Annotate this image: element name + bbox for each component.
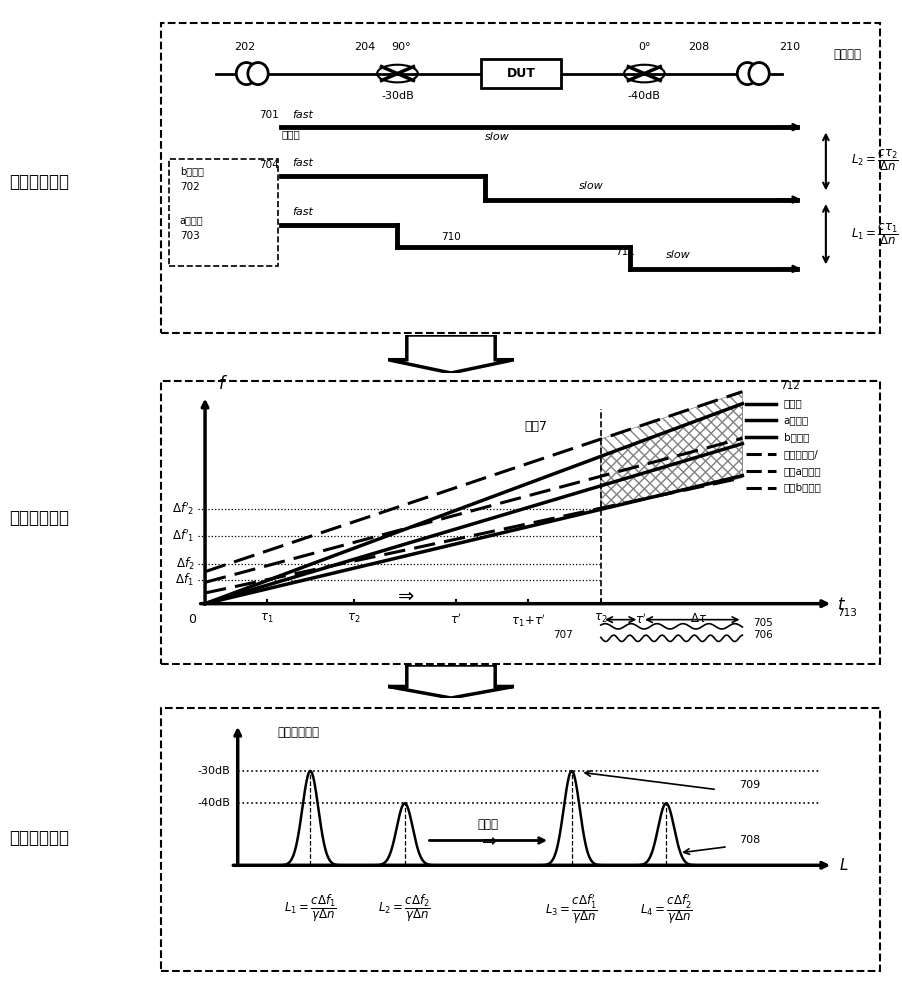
Text: 传输光: 传输光 [784, 399, 803, 409]
Text: fast: fast [292, 158, 313, 168]
Text: 扫描测试过程: 扫描测试过程 [9, 509, 69, 527]
Text: $L_2=\dfrac{c\tau_2}{\Delta n}$: $L_2=\dfrac{c\tau_2}{\Delta n}$ [851, 147, 899, 173]
Text: $\tau_1\!+\!\tau'$: $\tau_1\!+\!\tau'$ [511, 612, 546, 629]
Text: -40dB: -40dB [198, 798, 231, 808]
Text: 频移b耦合光: 频移b耦合光 [784, 483, 822, 493]
Text: 0°: 0° [638, 42, 650, 52]
Text: 频移a耦合光: 频移a耦合光 [784, 466, 822, 476]
Text: fast: fast [292, 207, 313, 217]
Text: $\tau_2$: $\tau_2$ [594, 612, 608, 625]
Text: $t$: $t$ [837, 596, 846, 614]
Text: -30dB: -30dB [198, 766, 231, 776]
Text: $\Delta\tau$: $\Delta\tau$ [690, 612, 707, 625]
Text: $\Delta f'_2$: $\Delta f'_2$ [171, 501, 194, 517]
Text: $\tau_1$: $\tau_1$ [260, 612, 273, 625]
Text: 710: 710 [441, 232, 461, 242]
Text: fast: fast [292, 110, 313, 120]
Bar [481, 59, 561, 88]
Ellipse shape [236, 63, 256, 85]
Text: $\Delta f_2$: $\Delta f_2$ [176, 556, 194, 572]
Text: $L_4=\dfrac{c\Delta f_2'}{\gamma\Delta n}$: $L_4=\dfrac{c\Delta f_2'}{\gamma\Delta n… [640, 893, 693, 926]
Text: slow: slow [666, 250, 691, 260]
Text: a耦合光: a耦合光 [179, 215, 203, 225]
Ellipse shape [737, 63, 758, 85]
Text: b耦合光: b耦合光 [179, 166, 204, 176]
Text: $L_1=\dfrac{c\tau_1}{\Delta n}$: $L_1=\dfrac{c\tau_1}{\Delta n}$ [851, 221, 899, 247]
Text: $f$: $f$ [218, 375, 228, 393]
Text: -40dB: -40dB [628, 91, 661, 101]
Text: 706: 706 [753, 630, 773, 640]
Text: $\Delta f_1$: $\Delta f_1$ [176, 572, 194, 588]
Text: 204: 204 [354, 42, 375, 52]
Text: 711: 711 [615, 247, 635, 257]
Text: 偏振串音强度: 偏振串音强度 [278, 726, 319, 739]
Text: $\tau'$: $\tau'$ [450, 612, 462, 627]
Text: 0: 0 [188, 613, 196, 626]
Text: -30dB: -30dB [381, 91, 414, 101]
Text: $\Rightarrow$: $\Rightarrow$ [478, 831, 498, 849]
Text: a耦合光: a耦合光 [784, 415, 809, 425]
Text: DUT: DUT [506, 67, 536, 80]
Text: $L_2=\dfrac{c\Delta f_2}{\gamma\Delta n}$: $L_2=\dfrac{c\Delta f_2}{\gamma\Delta n}… [378, 893, 431, 924]
Text: 90°: 90° [391, 42, 411, 52]
Text: 705: 705 [753, 618, 773, 628]
Text: 702: 702 [179, 182, 199, 192]
Text: $\tau'$: $\tau'$ [635, 612, 647, 627]
Text: 频移传输光/: 频移传输光/ [784, 449, 818, 459]
Text: 斜獸7: 斜獸7 [524, 420, 547, 433]
Text: slow: slow [484, 132, 510, 142]
Text: 208: 208 [688, 42, 710, 52]
Text: 210: 210 [779, 42, 800, 52]
Bar [169, 159, 278, 266]
Text: $\Delta f'_1$: $\Delta f'_1$ [171, 527, 194, 544]
Text: 频移后: 频移后 [478, 818, 499, 831]
Text: 202: 202 [235, 42, 255, 52]
Polygon shape [388, 665, 514, 698]
Text: $L$: $L$ [839, 857, 849, 873]
Text: $L_1=\dfrac{c\Delta f_1}{\gamma\Delta n}$: $L_1=\dfrac{c\Delta f_1}{\gamma\Delta n}… [284, 893, 336, 924]
Text: 传输光: 传输光 [281, 129, 300, 139]
Polygon shape [388, 335, 514, 373]
Text: 707: 707 [554, 630, 574, 640]
Text: $L_3=\dfrac{c\Delta f_1'}{\gamma\Delta n}$: $L_3=\dfrac{c\Delta f_1'}{\gamma\Delta n… [546, 893, 598, 926]
Text: 709: 709 [739, 780, 760, 790]
Text: 光程差：: 光程差： [833, 48, 861, 61]
Text: 频域解调结果: 频域解调结果 [9, 829, 69, 847]
Ellipse shape [749, 63, 769, 85]
Ellipse shape [248, 63, 268, 85]
Text: 光程追踪原理: 光程追踪原理 [9, 173, 69, 191]
Text: slow: slow [579, 181, 603, 191]
Text: 712: 712 [779, 381, 799, 391]
Text: $\Rightarrow$: $\Rightarrow$ [394, 586, 415, 605]
Text: 704: 704 [260, 160, 280, 170]
Text: 703: 703 [179, 231, 199, 241]
Text: 713: 713 [837, 608, 857, 618]
Text: 708: 708 [739, 835, 760, 845]
Text: $\tau_2$: $\tau_2$ [347, 612, 361, 625]
Text: 701: 701 [260, 110, 280, 120]
Text: b耦合光: b耦合光 [784, 432, 809, 442]
